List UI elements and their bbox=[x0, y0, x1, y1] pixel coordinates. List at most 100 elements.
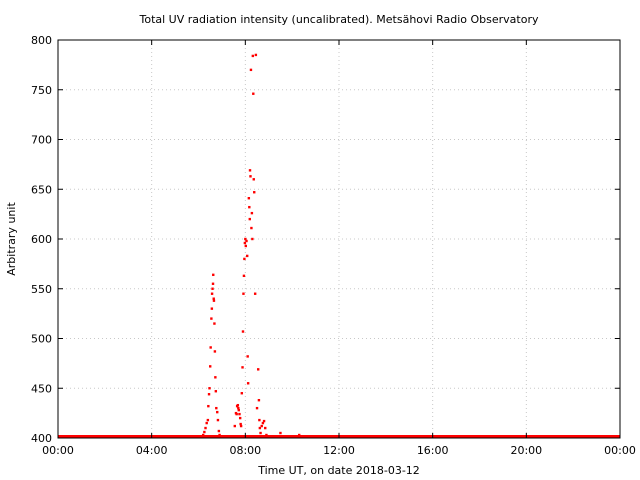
data-point bbox=[297, 433, 301, 437]
data-point bbox=[210, 307, 214, 310]
data-point bbox=[249, 68, 253, 72]
data-point bbox=[252, 178, 255, 181]
data-point bbox=[206, 418, 210, 422]
data-point bbox=[203, 430, 206, 434]
y-axis-label: Arbitrary unit bbox=[5, 202, 18, 276]
data-point bbox=[237, 406, 240, 410]
grid-layer bbox=[58, 40, 620, 438]
data-point bbox=[243, 257, 246, 261]
x-tick-label: 20:00 bbox=[510, 444, 542, 457]
data-point bbox=[238, 412, 241, 416]
points-layer bbox=[201, 53, 301, 437]
data-point bbox=[209, 346, 212, 349]
x-tick-label: 08:00 bbox=[229, 444, 261, 457]
data-point bbox=[213, 350, 217, 353]
x-tick-label: 12:00 bbox=[323, 444, 355, 457]
data-point bbox=[243, 241, 247, 245]
data-point bbox=[211, 287, 214, 290]
data-point bbox=[233, 424, 236, 428]
data-point bbox=[242, 274, 246, 278]
x-tick-label: 04:00 bbox=[136, 444, 168, 457]
y-tick-label: 650 bbox=[31, 183, 52, 196]
data-point bbox=[201, 433, 205, 437]
data-point bbox=[207, 393, 211, 396]
y-tick-label: 400 bbox=[31, 432, 52, 445]
data-point bbox=[237, 408, 240, 412]
y-tick-label: 450 bbox=[31, 382, 52, 395]
data-point bbox=[216, 410, 219, 414]
data-point bbox=[265, 433, 268, 437]
data-point bbox=[250, 211, 254, 215]
data-point bbox=[212, 299, 216, 302]
data-point bbox=[244, 244, 248, 248]
data-point bbox=[251, 237, 254, 241]
data-point bbox=[258, 426, 262, 430]
data-point bbox=[236, 403, 240, 407]
data-point bbox=[258, 418, 261, 422]
data-point bbox=[264, 426, 267, 430]
data-point bbox=[249, 175, 252, 178]
data-point bbox=[213, 322, 216, 325]
data-point bbox=[251, 54, 255, 58]
ticks-layer: 00:00 04:00 08:00 12:00 16:00 20:00 00:0040045… bbox=[31, 34, 636, 457]
x-tick-label: 16:00 bbox=[417, 444, 449, 457]
data-point bbox=[248, 217, 251, 221]
data-point bbox=[250, 226, 253, 230]
y-tick-label: 800 bbox=[31, 34, 52, 47]
data-point bbox=[214, 376, 217, 379]
data-point bbox=[235, 412, 238, 416]
data-point bbox=[246, 254, 249, 258]
data-point bbox=[214, 390, 218, 393]
data-point bbox=[216, 418, 220, 422]
data-point bbox=[238, 416, 242, 420]
data-point bbox=[239, 424, 243, 428]
data-point bbox=[205, 421, 208, 425]
data-point bbox=[254, 53, 258, 57]
x-tick-label: 00:00 bbox=[42, 444, 74, 457]
data-point bbox=[204, 426, 207, 430]
data-point bbox=[211, 282, 215, 285]
data-point bbox=[260, 424, 263, 428]
y-tick-label: 550 bbox=[31, 283, 52, 296]
data-point bbox=[212, 273, 215, 277]
data-point bbox=[257, 368, 260, 371]
data-point bbox=[247, 197, 251, 200]
y-tick-label: 700 bbox=[31, 134, 52, 147]
chart-title: Total UV radiation intensity (uncalibrat… bbox=[139, 13, 539, 26]
data-point bbox=[241, 330, 245, 333]
y-tick-label: 500 bbox=[31, 333, 52, 346]
data-point bbox=[246, 382, 250, 385]
y-tick-label: 600 bbox=[31, 233, 52, 246]
data-point bbox=[208, 387, 211, 390]
data-point bbox=[245, 239, 248, 243]
data-point bbox=[246, 355, 249, 358]
data-point bbox=[212, 297, 215, 300]
data-point bbox=[248, 205, 251, 209]
data-point bbox=[210, 317, 213, 320]
data-point bbox=[262, 419, 266, 423]
data-point bbox=[209, 365, 212, 368]
data-point bbox=[239, 422, 242, 426]
data-point bbox=[248, 169, 252, 172]
data-point bbox=[259, 431, 262, 435]
data-point bbox=[242, 292, 245, 295]
data-point bbox=[253, 191, 256, 194]
data-point bbox=[257, 398, 261, 402]
data-point bbox=[218, 433, 221, 437]
data-point bbox=[255, 406, 259, 410]
x-axis-label: Time UT, on date 2018-03-12 bbox=[257, 464, 420, 477]
data-point bbox=[217, 429, 221, 433]
data-point bbox=[215, 406, 218, 410]
y-tick-label: 750 bbox=[31, 84, 52, 97]
data-point bbox=[244, 237, 247, 241]
data-point bbox=[240, 392, 244, 395]
data-point bbox=[253, 292, 257, 295]
x-tick-label: 00:00 bbox=[604, 444, 636, 457]
data-point bbox=[279, 431, 282, 435]
data-point bbox=[207, 404, 210, 408]
data-point bbox=[210, 292, 214, 295]
data-point bbox=[241, 366, 244, 369]
data-point bbox=[252, 92, 255, 95]
